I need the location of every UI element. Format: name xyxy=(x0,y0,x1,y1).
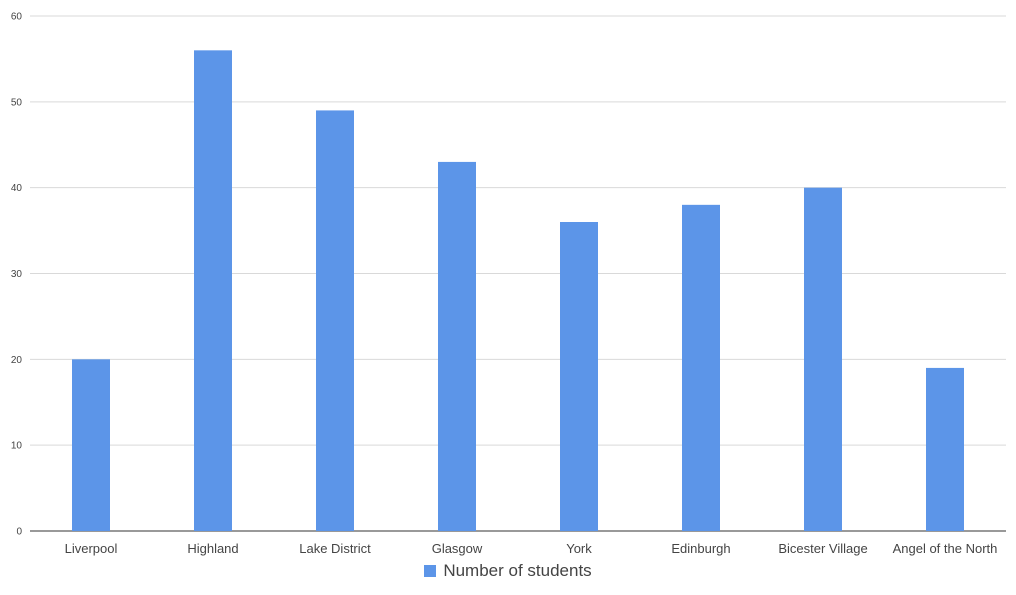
x-tick-label: Bicester Village xyxy=(778,541,867,556)
legend-label: Number of students xyxy=(443,561,592,580)
y-tick-label: 50 xyxy=(11,97,23,108)
bar xyxy=(194,50,232,531)
legend: Number of students xyxy=(0,561,1016,581)
bar xyxy=(682,204,720,532)
y-tick-label: 10 xyxy=(11,441,23,452)
legend-swatch xyxy=(424,565,437,577)
bar xyxy=(804,187,842,531)
x-tick-label: Highland xyxy=(187,541,238,556)
x-tick-label: Liverpool xyxy=(65,541,118,556)
bar xyxy=(560,222,598,531)
gridlines xyxy=(30,15,1006,532)
bars xyxy=(72,50,964,532)
y-tick-label: 60 xyxy=(11,12,23,23)
y-tick-label: 20 xyxy=(11,355,23,366)
y-tick-label: 40 xyxy=(11,183,23,194)
x-axis-ticks: Liverpool Highland Lake District Glasgow Yor… xyxy=(65,541,998,556)
x-tick-label: Lake District xyxy=(299,541,371,556)
x-tick-label: York xyxy=(566,541,592,556)
y-tick-label: 0 xyxy=(16,527,22,538)
x-tick-label: Edinburgh xyxy=(671,541,730,556)
y-axis-ticks: 0 10 20 30 40 50 60 xyxy=(11,12,23,538)
bar xyxy=(316,110,354,532)
x-tick-label: Glasgow xyxy=(432,541,483,556)
x-tick-label: Angel of the North xyxy=(893,541,998,556)
bar xyxy=(438,161,476,531)
bar xyxy=(72,359,110,531)
y-tick-label: 30 xyxy=(11,269,23,280)
bar xyxy=(926,367,964,531)
